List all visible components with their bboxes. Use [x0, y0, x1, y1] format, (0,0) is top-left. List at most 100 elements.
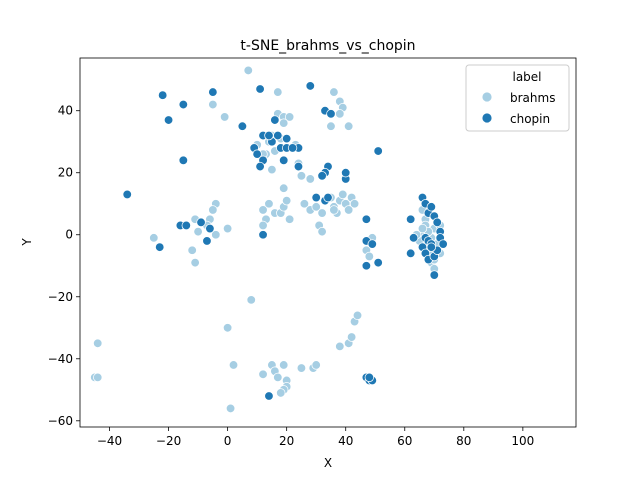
- scatter-point-brahms: [208, 99, 218, 110]
- scatter-point-chopin: [326, 109, 336, 119]
- scatter-point-brahms: [187, 245, 197, 255]
- scatter-point-brahms: [208, 205, 218, 215]
- scatter-point-chopin: [405, 248, 416, 259]
- scatter-point-chopin: [264, 130, 274, 141]
- scatter-point-chopin: [279, 155, 289, 166]
- scatter-point-chopin: [181, 220, 191, 231]
- scatter-point-chopin: [196, 217, 206, 228]
- scatter-point-brahms: [228, 360, 239, 370]
- scatter-point-brahms: [343, 121, 354, 131]
- scatter-point-brahms: [311, 202, 321, 212]
- scatter-point-chopin: [155, 242, 165, 252]
- scatter-point-chopin: [264, 391, 274, 401]
- plot-area: [79, 57, 577, 428]
- y-tick-label: 0: [65, 228, 73, 242]
- scatter-point-brahms: [279, 118, 289, 128]
- y-tick-label: 20: [58, 166, 73, 180]
- scatter-point-brahms: [279, 183, 289, 193]
- scatter-point-chopin: [438, 239, 448, 249]
- scatter-point-brahms: [326, 121, 336, 131]
- scatter-point-brahms: [284, 112, 295, 122]
- scatter-point-chopin: [122, 189, 132, 200]
- scatter-point-brahms: [352, 310, 363, 321]
- scatter-point-brahms: [279, 360, 289, 370]
- points-layer: [90, 65, 448, 414]
- scatter-point-chopin: [205, 223, 215, 234]
- scatter-point-chopin: [293, 161, 304, 172]
- scatter-point-brahms: [364, 251, 375, 262]
- scatter-point-brahms: [296, 363, 307, 373]
- x-tick-label: 80: [456, 434, 471, 448]
- scatter-point-brahms: [335, 109, 345, 119]
- scatter-point-brahms: [93, 372, 103, 383]
- x-tick-label: 60: [397, 434, 412, 448]
- scatter-point-brahms: [329, 87, 339, 97]
- scatter-point-brahms: [222, 223, 233, 234]
- x-tick-label: 20: [279, 434, 294, 448]
- scatter-point-chopin: [432, 217, 442, 228]
- scatter-point-chopin: [311, 192, 321, 203]
- scatter-point-chopin: [367, 239, 377, 249]
- scatter-point-chopin: [281, 133, 292, 144]
- scatter-point-chopin: [373, 257, 383, 268]
- scatter-point-brahms: [222, 323, 233, 333]
- legend-box: [465, 64, 570, 132]
- scatter-point-brahms: [343, 205, 354, 215]
- scatter-point-brahms: [211, 230, 221, 240]
- x-tick-label: 100: [511, 434, 534, 448]
- scatter-point-chopin: [178, 155, 189, 166]
- legend-marker-chopin: [481, 112, 493, 124]
- scatter-point-brahms: [264, 199, 274, 209]
- scatter-point-chopin: [408, 233, 419, 243]
- legend-marker-brahms: [481, 91, 493, 103]
- scatter-point-chopin: [202, 236, 212, 246]
- scatter-point-chopin: [237, 121, 248, 131]
- x-tick-label: 40: [338, 434, 353, 448]
- x-tick-label: −20: [156, 434, 181, 448]
- x-axis-ticks: −40 −20 0 20 40 60 80 100: [97, 427, 534, 448]
- scatter-point-chopin: [361, 214, 372, 224]
- scatter-point-brahms: [258, 205, 268, 215]
- legend: label brahms chopin: [465, 64, 570, 132]
- scatter-point-chopin: [270, 115, 280, 125]
- x-tick-label: 0: [224, 434, 232, 448]
- scatter-point-chopin: [429, 270, 439, 280]
- scatter-point-chopin: [255, 84, 265, 94]
- scatter-point-brahms: [267, 164, 277, 175]
- scatter-point-chopin: [252, 149, 262, 159]
- scatter-point-chopin: [426, 242, 437, 252]
- legend-label-brahms: brahms: [510, 91, 555, 105]
- scatter-point-brahms: [317, 208, 327, 218]
- scatter-point-brahms: [273, 87, 283, 97]
- scatter-point-brahms: [349, 199, 360, 209]
- scatter-point-brahms: [190, 257, 200, 268]
- scatter-point-brahms: [317, 226, 327, 237]
- scatter-point-chopin: [255, 161, 265, 172]
- scatter-point-chopin: [426, 202, 437, 212]
- y-tick-label: −40: [48, 352, 73, 366]
- scatter-point-brahms: [258, 220, 268, 231]
- scatter-point-brahms: [93, 338, 103, 348]
- y-tick-label: −20: [48, 290, 73, 304]
- scatter-point-brahms: [284, 214, 295, 224]
- scatter-point-brahms: [225, 403, 236, 414]
- scatter-point-brahms: [311, 360, 321, 370]
- scatter-point-chopin: [208, 87, 218, 97]
- scatter-point-brahms: [219, 112, 230, 122]
- scatter-point-chopin: [361, 261, 372, 271]
- scatter-point-chopin: [341, 168, 351, 178]
- scatter-point-chopin: [405, 214, 416, 224]
- scatter-point-chopin: [157, 90, 168, 100]
- scatter-point-brahms: [305, 174, 315, 184]
- x-tick-label: −40: [97, 434, 122, 448]
- scatter-point-brahms: [276, 388, 286, 398]
- scatter-point-chopin: [364, 372, 375, 383]
- scatter-point-brahms: [258, 369, 268, 379]
- scatter-point-chopin: [258, 230, 268, 240]
- scatter-point-brahms: [296, 171, 307, 181]
- scatter-point-brahms: [246, 295, 256, 305]
- scatter-point-brahms: [273, 372, 283, 383]
- scatter-point-chopin: [323, 192, 333, 203]
- scatter-point-brahms: [346, 332, 357, 342]
